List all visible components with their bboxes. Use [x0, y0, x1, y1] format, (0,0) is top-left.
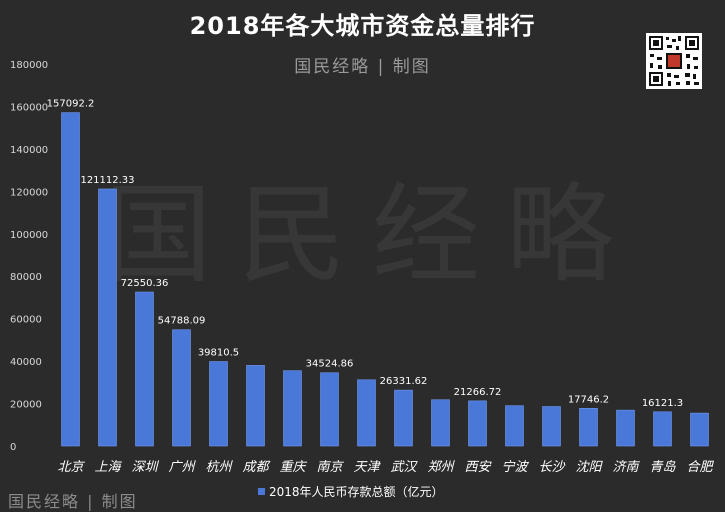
- title-brand: 国民经略 | 制图: [294, 57, 431, 77]
- bar: [209, 361, 228, 447]
- bar: [357, 379, 376, 447]
- x-tick-label: 广州: [168, 460, 196, 475]
- x-tick-label: 郑州: [427, 460, 455, 475]
- x-tick-label: 成都: [242, 460, 270, 475]
- legend: 2018年人民币存款总额（亿元）: [258, 483, 444, 500]
- bar: [394, 389, 413, 447]
- x-tick-label: 天津: [353, 460, 381, 475]
- bar: [172, 329, 191, 447]
- y-axis: 0 20000 40000 60000 80000 100000 120000 140000 1…: [10, 60, 48, 453]
- data-label: 54788.09: [158, 316, 206, 327]
- x-tick-label: 深圳: [131, 460, 159, 475]
- x-tick-label: 上海: [94, 460, 122, 475]
- bar-series: [61, 112, 709, 447]
- y-tick-label: 180000: [10, 60, 48, 71]
- x-tick-label: 济南: [612, 460, 640, 475]
- y-tick-label: 140000: [10, 145, 48, 156]
- y-tick-label: 160000: [10, 102, 48, 113]
- data-label: 121112.33: [80, 175, 134, 186]
- y-tick-label: 20000: [10, 400, 42, 411]
- y-tick-label: 120000: [10, 187, 48, 198]
- data-label: 17746.2: [568, 394, 609, 405]
- bar: [246, 365, 265, 447]
- y-tick-label: 40000: [10, 357, 42, 368]
- bar: [542, 406, 561, 447]
- x-tick-label: 西安: [464, 460, 492, 475]
- x-tick-label: 重庆: [279, 460, 307, 475]
- data-label: 26331.62: [380, 376, 428, 387]
- bar: [616, 409, 635, 447]
- bar: [283, 370, 302, 447]
- bar: [135, 291, 154, 447]
- bar: [690, 412, 709, 447]
- data-labels: 157092.2 121112.33 72550.36 54788.09 39810.5…: [47, 99, 684, 409]
- data-label: 157092.2: [47, 99, 95, 110]
- bar: [98, 188, 117, 447]
- x-tick-label: 杭州: [205, 459, 233, 475]
- qr-code-image: [646, 33, 702, 89]
- chart-title: 2018年各大城市资金总量排行: [189, 12, 536, 40]
- y-tick-label: 80000: [10, 272, 42, 283]
- y-tick-label: 0: [10, 442, 16, 453]
- legend-swatch: [258, 488, 265, 495]
- bar: [579, 408, 598, 447]
- x-tick-label: 北京: [57, 459, 85, 475]
- qr-code: [646, 33, 702, 89]
- footer-brand: 国民经略 | 制图: [8, 492, 138, 511]
- x-tick-label: 宁波: [501, 460, 529, 475]
- data-label: 34524.86: [306, 359, 354, 370]
- bar: [468, 400, 487, 447]
- watermark-text: 国民经略: [104, 173, 640, 298]
- data-label: 21266.72: [454, 387, 502, 398]
- bar: [320, 372, 339, 447]
- bar: [431, 399, 450, 447]
- data-label: 39810.5: [198, 348, 239, 359]
- x-tick-label: 沈阳: [575, 460, 603, 475]
- x-axis: 北京 上海 深圳 广州 杭州 成都 重庆 南京 天津 武汉 郑州 西安 宁波 长沙 沈阳 济南 青岛 合肥: [57, 459, 714, 475]
- y-tick-label: 60000: [10, 315, 42, 326]
- x-tick-label: 武汉: [390, 460, 418, 475]
- bar: [505, 405, 524, 447]
- x-tick-label: 南京: [316, 459, 344, 475]
- x-tick-label: 青岛: [649, 460, 676, 475]
- legend-label: 2018年人民币存款总额（亿元）: [269, 485, 444, 499]
- data-label: 72550.36: [121, 278, 169, 289]
- bar: [653, 411, 672, 447]
- data-label: 16121.3: [642, 398, 683, 409]
- y-tick-label: 100000: [10, 230, 48, 241]
- bar: [61, 112, 80, 447]
- x-tick-label: 长沙: [538, 460, 565, 475]
- x-tick-label: 合肥: [686, 460, 714, 475]
